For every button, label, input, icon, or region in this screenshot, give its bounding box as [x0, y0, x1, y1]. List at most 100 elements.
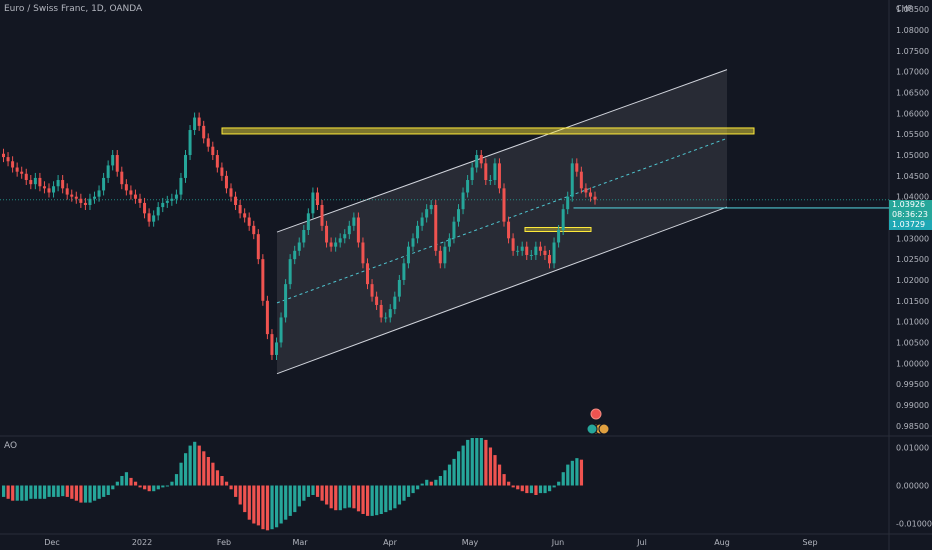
candle-body: [93, 196, 96, 199]
ao-bar: [83, 485, 88, 503]
ao-bar: [215, 470, 220, 486]
candle-body: [179, 177, 183, 195]
candle-body: [457, 209, 460, 222]
ao-title: AO: [4, 441, 18, 451]
ao-bar: [56, 485, 60, 497]
candle-body: [234, 196, 238, 206]
candle-body: [548, 254, 551, 264]
candle-body: [366, 263, 369, 285]
candle-body: [293, 250, 297, 260]
ao-bar: [384, 485, 388, 513]
ao-bar: [443, 470, 447, 486]
ao-bar: [88, 485, 92, 503]
ao-bar: [511, 485, 515, 488]
ao-bar: [129, 477, 133, 486]
ao-bar: [288, 485, 292, 516]
price-tick-label: 1.07500: [896, 47, 929, 56]
candle-body: [443, 246, 447, 264]
price-tick-label: 1.00000: [896, 359, 929, 368]
candle-body: [493, 163, 497, 181]
candle-body: [438, 250, 442, 264]
price-tick-label: 0.99500: [896, 380, 929, 389]
ao-bar: [497, 464, 502, 486]
ao-bar: [566, 464, 570, 486]
price-tick-label: 1.00500: [896, 338, 929, 347]
ao-bar: [188, 445, 192, 486]
ao-bar: [193, 441, 197, 486]
candle-body: [320, 205, 324, 226]
ao-bar: [147, 485, 151, 492]
ao-bar: [347, 485, 351, 508]
candle-body: [6, 157, 10, 162]
ao-bar: [516, 485, 520, 490]
candle-body: [56, 180, 60, 187]
ao-bar: [261, 485, 265, 530]
ao-bar: [457, 451, 461, 486]
candle-body: [174, 194, 178, 199]
candle-body: [124, 184, 128, 191]
candle-body: [420, 217, 424, 226]
ao-bar: [315, 485, 320, 497]
candle-body: [61, 180, 65, 189]
candle-body: [33, 177, 37, 185]
ao-bar: [238, 485, 242, 505]
candle-body: [15, 167, 19, 172]
ao-bar: [174, 474, 179, 486]
ao-bar: [106, 485, 110, 495]
price-tick-label: 0.98500: [896, 422, 929, 431]
ao-bar: [379, 485, 383, 514]
candle-body: [538, 246, 542, 251]
candle-body: [561, 209, 565, 230]
ao-bar: [388, 485, 392, 511]
candle-body: [425, 209, 429, 218]
ao-bar: [79, 485, 83, 503]
ao-bar: [229, 485, 233, 490]
ao-bar: [475, 438, 479, 486]
candle-body: [579, 171, 583, 189]
ao-bar: [343, 485, 347, 509]
candle-body: [215, 155, 219, 168]
candle-body: [79, 198, 83, 203]
candle-body: [452, 221, 456, 239]
candle-body: [284, 284, 288, 318]
price-tick-label: 1.04500: [896, 172, 929, 181]
ao-bar: [220, 476, 224, 486]
time-axis-label: Aug: [714, 538, 730, 547]
ao-bar: [557, 481, 561, 486]
candle-body: [325, 225, 329, 243]
candle-body: [202, 125, 206, 139]
ao-bar: [74, 485, 78, 501]
candle-body: [384, 317, 388, 319]
candle-body: [261, 259, 265, 301]
last-price-badge: 1.03926: [889, 200, 932, 210]
candle-body: [543, 250, 547, 255]
candle-body: [429, 205, 433, 210]
ao-bar: [434, 479, 438, 486]
channel-median-line: [276, 137, 728, 304]
candle-body: [447, 238, 451, 247]
ao-bar: [507, 481, 511, 486]
ao-bar: [393, 485, 397, 509]
candle-body: [206, 138, 210, 147]
ao-tick-label: -0.01000: [896, 520, 932, 529]
currency-label: CHF: [896, 4, 913, 13]
ao-bar: [438, 476, 442, 486]
candle-body: [252, 225, 256, 235]
time-axis-label: 2022: [132, 538, 152, 547]
price-tick-label: 1.06000: [896, 109, 929, 118]
ao-bar: [352, 485, 356, 509]
candle-body: [38, 177, 42, 187]
ao-bar: [429, 481, 433, 486]
candle-body: [297, 242, 301, 251]
ao-bar: [179, 462, 183, 486]
event-icon-red: [590, 408, 602, 420]
ao-bar: [452, 458, 456, 486]
ao-bar: [47, 485, 51, 497]
ao-bar: [234, 485, 238, 497]
candle-body: [265, 300, 269, 335]
candle-body: [484, 163, 488, 181]
candle-body: [356, 217, 360, 243]
candle-body: [347, 225, 351, 235]
event-icon-orange: [598, 423, 610, 435]
